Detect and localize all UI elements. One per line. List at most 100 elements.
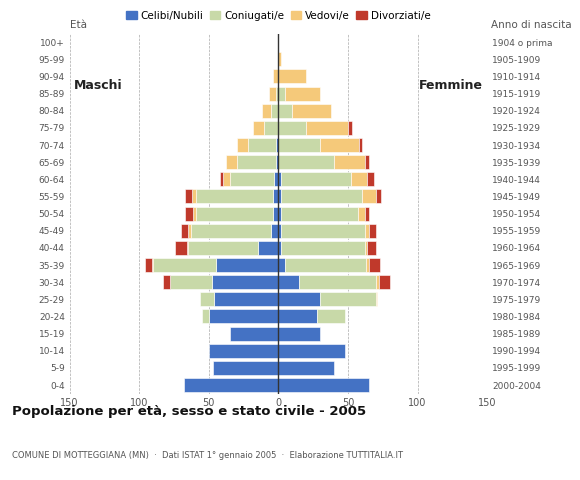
Bar bbox=[191, 224, 271, 238]
Bar bbox=[278, 138, 320, 152]
Bar bbox=[187, 241, 188, 255]
Bar bbox=[278, 344, 345, 358]
Bar bbox=[269, 86, 276, 101]
Bar bbox=[170, 275, 212, 289]
Bar bbox=[365, 206, 369, 221]
Bar bbox=[278, 361, 334, 375]
Bar bbox=[278, 70, 306, 84]
Bar bbox=[320, 138, 359, 152]
Bar bbox=[188, 224, 191, 238]
Bar bbox=[278, 292, 320, 306]
Bar bbox=[212, 275, 278, 289]
Bar bbox=[278, 172, 281, 186]
Bar bbox=[237, 138, 248, 152]
Bar bbox=[376, 292, 377, 306]
Bar bbox=[278, 241, 281, 255]
Bar bbox=[317, 310, 345, 324]
Bar bbox=[188, 241, 258, 255]
Bar bbox=[248, 138, 276, 152]
Bar bbox=[230, 326, 278, 341]
Bar bbox=[320, 292, 376, 306]
Bar bbox=[152, 258, 153, 272]
Bar bbox=[281, 224, 365, 238]
Bar bbox=[334, 155, 365, 169]
Bar bbox=[369, 224, 376, 238]
Bar bbox=[278, 121, 306, 135]
Text: Età: Età bbox=[70, 20, 86, 30]
Bar bbox=[281, 206, 358, 221]
Bar bbox=[362, 190, 376, 204]
Bar bbox=[365, 241, 368, 255]
Bar bbox=[281, 172, 351, 186]
Bar bbox=[202, 310, 209, 324]
Bar bbox=[278, 190, 281, 204]
Bar bbox=[281, 241, 365, 255]
Bar bbox=[281, 190, 362, 204]
Bar bbox=[278, 258, 285, 272]
Bar bbox=[365, 224, 369, 238]
Bar bbox=[368, 172, 375, 186]
Bar bbox=[175, 241, 187, 255]
Bar bbox=[258, 241, 278, 255]
Bar bbox=[285, 258, 366, 272]
Bar bbox=[278, 86, 285, 101]
Bar bbox=[358, 206, 365, 221]
Bar bbox=[153, 258, 216, 272]
Bar bbox=[196, 190, 273, 204]
Bar bbox=[253, 121, 264, 135]
Bar bbox=[351, 172, 368, 186]
Bar bbox=[278, 310, 317, 324]
Bar bbox=[185, 190, 192, 204]
Bar bbox=[276, 138, 278, 152]
Bar bbox=[278, 326, 320, 341]
Bar bbox=[369, 258, 380, 272]
Bar bbox=[278, 275, 299, 289]
Bar bbox=[264, 121, 278, 135]
Bar bbox=[273, 70, 278, 84]
Bar bbox=[209, 344, 278, 358]
Bar bbox=[376, 190, 382, 204]
Bar bbox=[237, 155, 276, 169]
Bar bbox=[285, 86, 320, 101]
Bar bbox=[201, 292, 215, 306]
Bar bbox=[271, 104, 278, 118]
Text: Femmine: Femmine bbox=[419, 79, 483, 92]
Bar bbox=[274, 172, 278, 186]
Bar bbox=[209, 310, 278, 324]
Bar bbox=[366, 258, 369, 272]
Bar bbox=[348, 121, 352, 135]
Bar bbox=[196, 206, 273, 221]
Bar bbox=[163, 275, 170, 289]
Bar bbox=[278, 378, 369, 392]
Bar bbox=[276, 155, 278, 169]
Bar bbox=[215, 292, 278, 306]
Bar bbox=[278, 52, 281, 66]
Bar bbox=[216, 258, 278, 272]
Bar bbox=[181, 224, 188, 238]
Bar bbox=[192, 190, 196, 204]
Bar bbox=[262, 104, 271, 118]
Bar bbox=[273, 190, 278, 204]
Bar bbox=[376, 275, 379, 289]
Legend: Celibi/Nubili, Coniugati/e, Vedovi/e, Divorziati/e: Celibi/Nubili, Coniugati/e, Vedovi/e, Di… bbox=[122, 6, 435, 25]
Bar bbox=[278, 224, 281, 238]
Bar bbox=[368, 241, 376, 255]
Bar bbox=[213, 361, 278, 375]
Bar bbox=[226, 155, 237, 169]
Bar bbox=[223, 172, 230, 186]
Bar bbox=[276, 86, 278, 101]
Bar bbox=[273, 206, 278, 221]
Bar bbox=[299, 275, 376, 289]
Text: Popolazione per età, sesso e stato civile - 2005: Popolazione per età, sesso e stato civil… bbox=[12, 405, 366, 418]
Bar bbox=[184, 378, 278, 392]
Bar bbox=[292, 104, 331, 118]
Bar bbox=[185, 206, 194, 221]
Text: Maschi: Maschi bbox=[74, 79, 122, 92]
Bar bbox=[379, 275, 390, 289]
Bar bbox=[365, 155, 369, 169]
Text: COMUNE DI MOTTEGGIANA (MN)  ·  Dati ISTAT 1° gennaio 2005  ·  Elaborazione TUTTI: COMUNE DI MOTTEGGIANA (MN) · Dati ISTAT … bbox=[12, 451, 403, 460]
Bar bbox=[271, 224, 278, 238]
Bar bbox=[220, 172, 223, 186]
Bar bbox=[306, 121, 348, 135]
Bar bbox=[230, 172, 274, 186]
